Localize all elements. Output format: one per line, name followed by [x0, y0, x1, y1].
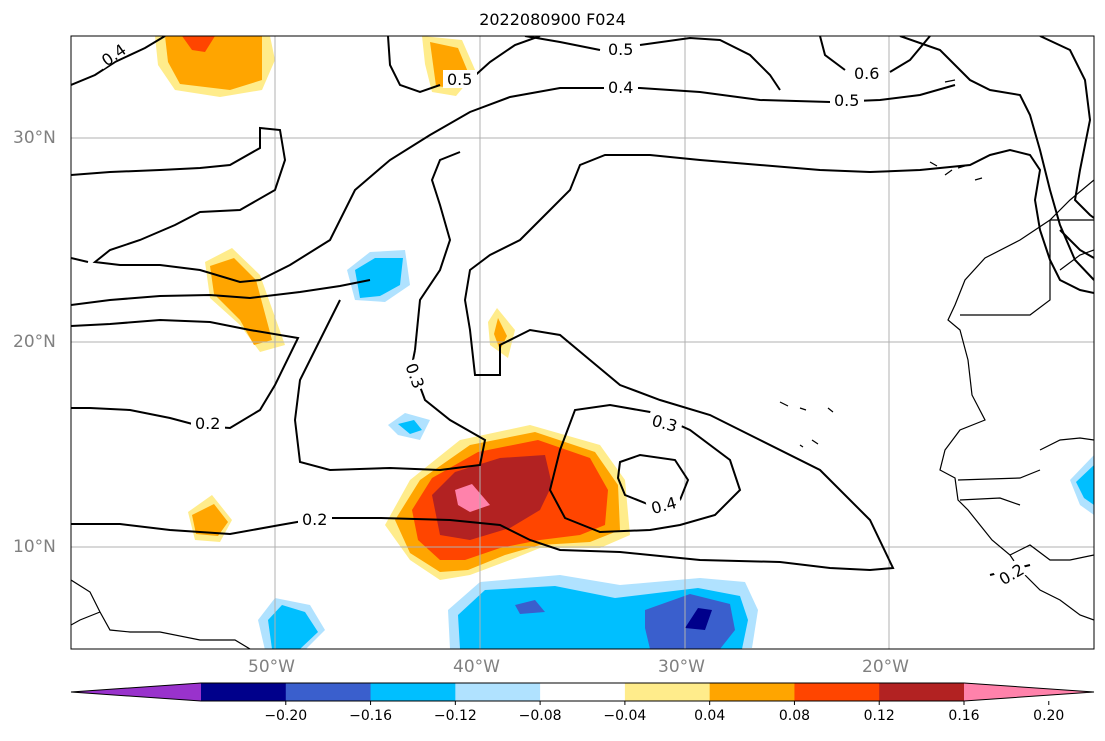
colorbar-tick-label: 0.12 [863, 708, 895, 724]
colorbar-extension-low [71, 683, 201, 701]
colorbar [70, 682, 1095, 705]
lon-label-50w: 50°W [248, 657, 295, 677]
contour-label: 0.5 [834, 91, 859, 110]
gridlines [71, 36, 1094, 649]
contour-label: 0.5 [447, 70, 472, 89]
contour-label: 0.2 [195, 414, 220, 433]
map-frame [70, 35, 1095, 650]
contour-label: 0.3 [650, 411, 680, 436]
colorbar-tick-label: −0.04 [603, 708, 647, 724]
colorbar-tick-label: −0.20 [264, 708, 308, 724]
colorbar-segment [285, 683, 372, 701]
contour-label: 0.6 [854, 64, 879, 83]
colorbar-tick-label: 0.16 [948, 708, 980, 724]
contour-lines [71, 36, 1094, 576]
colorbar-outline [70, 682, 1095, 702]
colorbar-segment [624, 683, 711, 701]
anomaly-shading [155, 36, 1094, 649]
contour-label: 0.4 [608, 78, 633, 97]
colorbar-segment [709, 683, 795, 701]
lon-label-20w: 20°W [862, 657, 909, 677]
colorbar-tick-label: −0.12 [433, 708, 477, 724]
colorbar-tick-label: 0.08 [778, 708, 811, 724]
colorbar-segment [201, 683, 287, 701]
colorbar-segment [370, 683, 456, 701]
colorbar-tick-label: −0.08 [518, 708, 562, 724]
coastlines [71, 79, 1094, 649]
lat-label-10n: 10°N [13, 537, 56, 557]
colorbar-segment [455, 683, 541, 701]
colorbar-extension-high [964, 683, 1094, 701]
colorbar-segment [540, 683, 626, 701]
lat-label-30n: 30°N [13, 128, 56, 148]
colorbar-tick-label: 0.20 [1033, 708, 1065, 724]
colorbar-segment [794, 683, 880, 701]
map-title: 2022080900 F024 [479, 10, 626, 29]
lat-label-20n: 20°N [13, 332, 56, 352]
lon-label-30w: 30°W [658, 657, 705, 677]
contour-label: 0.2 [302, 510, 327, 529]
colorbar-tick-label: 0.04 [694, 708, 726, 724]
colorbar-tick-label: −0.16 [349, 708, 392, 724]
colorbar-segment [879, 683, 965, 701]
contour-label: 0.5 [608, 40, 633, 59]
lon-label-40w: 40°W [453, 657, 500, 677]
contour-label: 0.4 [649, 493, 679, 518]
